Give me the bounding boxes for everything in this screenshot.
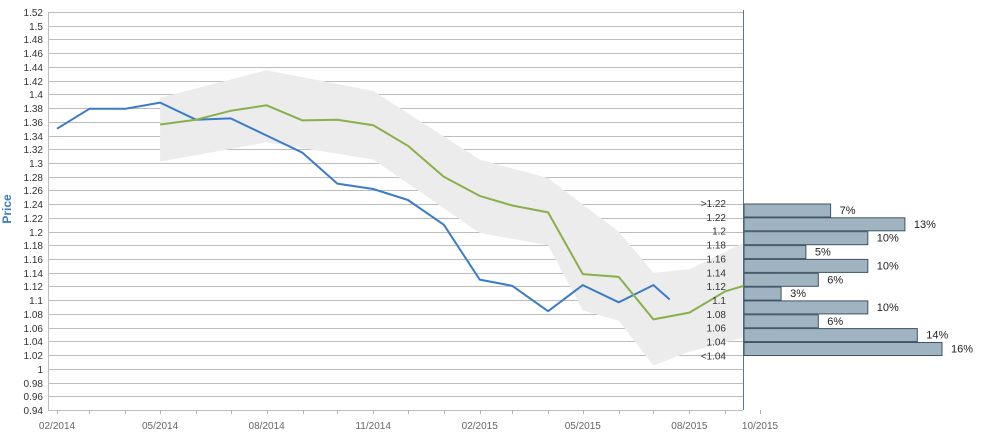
distribution-bar	[743, 314, 819, 329]
y-tick-label: 1.2	[29, 228, 43, 239]
x-tick-label: 02/2015	[462, 421, 499, 432]
x-tick-label: 05/2015	[565, 421, 602, 432]
bin-label: 1.12	[707, 282, 727, 293]
bin-label: 1.1	[712, 296, 726, 307]
distribution-bar	[743, 245, 807, 260]
y-tick-label: 1.1	[29, 296, 43, 307]
y-tick-label: 1.3	[29, 159, 43, 170]
bin-label: 1.2	[712, 227, 726, 238]
bin-label: 1.14	[707, 268, 727, 279]
y-tick-label: 1.16	[24, 255, 44, 266]
bar-percent-label: 6%	[827, 316, 843, 328]
distribution-bar	[743, 258, 869, 273]
y-tick-label: 1.42	[24, 77, 44, 88]
bin-label: 1.16	[707, 254, 727, 265]
series-lines	[56, 101, 777, 321]
y-tick-label: 1.12	[24, 282, 44, 293]
y-tick-label: 1.08	[24, 310, 44, 321]
y-tick-label: 1.32	[24, 145, 44, 156]
y-tick-label: 1.52	[24, 8, 44, 19]
distribution-bar	[743, 328, 918, 343]
y-tick-label: 1.22	[24, 214, 44, 225]
distribution-bar	[743, 286, 782, 301]
x-tick-label: 02/2014	[39, 421, 76, 432]
y-tick-label: 1.36	[24, 118, 44, 129]
bar-percent-label: 10%	[877, 260, 899, 272]
forecast-series-line	[159, 104, 777, 321]
y-tick-label: 0.98	[24, 379, 44, 390]
distribution-bar	[743, 300, 869, 315]
y-tick-label: 1	[37, 365, 43, 376]
bin-label: 1.06	[707, 324, 727, 335]
y-tick-label: 0.96	[24, 392, 44, 403]
bin-label: <1.04	[701, 351, 727, 362]
y-tick-label: 1.26	[24, 186, 44, 197]
y-tick-label: 1.04	[24, 337, 44, 348]
distribution-bar	[743, 203, 832, 218]
bar-percent-label: 6%	[827, 274, 843, 286]
forecast-band	[160, 70, 777, 366]
bar-percent-label: 10%	[877, 233, 899, 245]
y-tick-label: 1.24	[24, 200, 44, 211]
x-tick-label: 05/2014	[142, 421, 179, 432]
distribution-bar	[743, 217, 906, 232]
y-tick-label: 1.28	[24, 173, 44, 184]
bin-label: 1.22	[707, 213, 727, 224]
bar-percent-label: 16%	[951, 344, 973, 356]
distribution-bar	[743, 231, 869, 246]
y-tick-label: 1.44	[24, 63, 44, 74]
bar-percent-label: 5%	[815, 247, 831, 259]
y-tick-label: 1.14	[24, 269, 44, 280]
bar-percent-label: 3%	[790, 288, 806, 300]
y-tick-label: 0.94	[24, 406, 44, 417]
distribution-bars: >1.22 7% 1.22 13% 1.2 10% 1.18 5% 1.16 10% 1.14 6% 1…	[701, 199, 974, 362]
y-tick-label: 1.02	[24, 351, 44, 362]
bar-percent-label: 13%	[914, 219, 936, 231]
price-series-line	[56, 101, 671, 313]
bar-percent-label: 10%	[877, 302, 899, 314]
bin-label: 1.18	[707, 241, 727, 252]
y-axis-label: Price	[0, 194, 14, 224]
y-tick-label: 1.48	[24, 35, 44, 46]
x-axis: 02/2014 05/2014 08/2014 11/2014 02/2015 05/20…	[39, 410, 779, 432]
x-tick-label: 08/2014	[249, 421, 286, 432]
forecast-band-area	[160, 70, 777, 366]
bin-label: 1.04	[707, 338, 727, 349]
bin-label: >1.22	[701, 199, 727, 210]
y-axis: 1.52 1.5 1.48 1.46 1.44 1.42 1.4 1.38 1.36 1.34 1.…	[24, 8, 744, 417]
y-tick-label: 1.4	[29, 90, 43, 101]
bin-label: 1.08	[707, 310, 727, 321]
x-tick-label: 10/2015	[742, 421, 779, 432]
bar-percent-label: 14%	[926, 330, 948, 342]
y-tick-label: 1.5	[29, 22, 43, 33]
y-tick-label: 1.06	[24, 324, 44, 335]
x-tick-label: 08/2015	[671, 421, 708, 432]
y-tick-label: 1.38	[24, 104, 44, 115]
distribution-bar	[743, 342, 943, 356]
y-tick-label: 1.18	[24, 241, 44, 252]
gridlines	[48, 12, 743, 411]
distribution-bar	[743, 272, 819, 287]
x-tick-label: 11/2014	[355, 421, 391, 432]
y-tick-label: 1.46	[24, 49, 44, 60]
y-tick-label: 1.34	[24, 132, 44, 143]
bar-percent-label: 7%	[840, 205, 856, 217]
